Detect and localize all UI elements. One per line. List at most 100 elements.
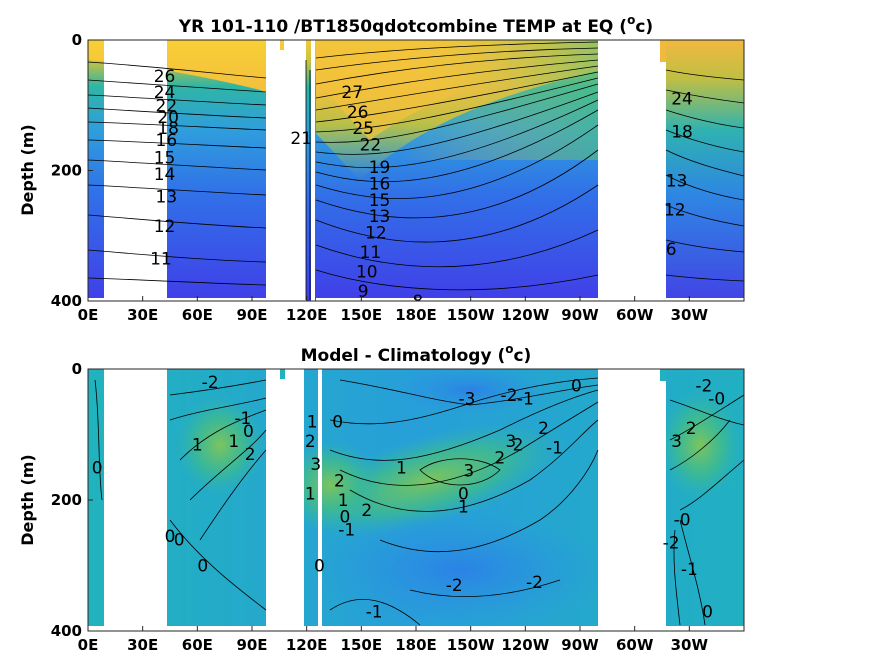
contour-label: 11 — [360, 243, 382, 263]
y-tick-label: 400 — [51, 622, 82, 640]
top-east-fade — [400, 40, 600, 160]
x-tick-label: 90W — [561, 636, 599, 654]
contour-label: 20 — [157, 108, 179, 128]
x-tick-label: 0E — [78, 636, 99, 654]
x-tick-label: 0E — [78, 306, 99, 324]
bottom-land-indonesia — [266, 369, 304, 631]
contour-label: -1 — [517, 389, 534, 409]
top-panel: 2624222018161514131211212726252219161513… — [88, 40, 744, 312]
contour-label: 0 — [243, 422, 254, 442]
y-tick-label: 0 — [72, 360, 82, 378]
contour-label: 18 — [157, 119, 179, 139]
bottom-patch-1 — [280, 369, 285, 379]
contour-label: -3 — [459, 389, 476, 409]
contour-label: 24 — [671, 90, 693, 110]
contour-label: 3 — [671, 432, 682, 452]
contour-label: 15 — [369, 191, 391, 211]
contour-label: 1 — [338, 491, 349, 511]
bottom-negative-east — [310, 510, 610, 630]
contour-label: 6 — [666, 240, 677, 260]
contour-label: 1 — [458, 498, 469, 518]
contour-label: 26 — [154, 67, 176, 87]
x-tick-label: 60W — [616, 306, 654, 324]
y-tick-label: 200 — [51, 491, 82, 509]
contour-label: 2 — [245, 445, 256, 465]
contour-label: -2 — [446, 576, 463, 596]
top-land-americas — [598, 40, 666, 301]
x-tick-label: 30E — [127, 636, 158, 654]
contour-label: -2 — [695, 376, 712, 396]
contour-label: 12 — [154, 217, 176, 237]
x-tick-label: 120E — [286, 636, 328, 654]
contour-label: 27 — [341, 83, 363, 103]
x-tick-label: 180E — [395, 636, 437, 654]
top-atlantic-shading — [665, 40, 744, 298]
contour-label: 2 — [494, 448, 505, 468]
contour-label: 8 — [412, 292, 423, 312]
contour-label: 1 — [305, 484, 316, 504]
contour-label: 16 — [156, 131, 178, 151]
contour-label: 0 — [174, 530, 185, 550]
contour-label: -0 — [708, 389, 725, 409]
contour-label: 2 — [334, 471, 345, 491]
bottom-positive-core-2 — [280, 440, 380, 530]
top-chart-title: YR 101-110 /BT1850qdotcombine TEMP at EQ… — [178, 13, 653, 37]
contour-label: 24 — [154, 83, 176, 103]
contour-label: 2 — [686, 419, 697, 439]
y-tick-label: 0 — [72, 31, 82, 49]
bottom-axis-ticks: 0E 30E 60E 90E 120E 150E 180E 150W 120W 90W 60W 30W… — [51, 360, 709, 654]
x-tick-label: 150W — [447, 636, 495, 654]
bottom-land-americas — [598, 369, 666, 631]
contour-label: 1 — [192, 435, 203, 455]
x-tick-label: 30E — [127, 306, 158, 324]
contour-label: 19 — [369, 158, 391, 178]
contour-label: 25 — [352, 119, 374, 139]
top-patch-1 — [280, 40, 284, 50]
contour-label: 26 — [347, 103, 369, 123]
contour-label: 1 — [307, 412, 318, 432]
contour-label: 2 — [305, 432, 316, 452]
bottom-chart-title: Model - Climatology (oc) — [301, 342, 532, 366]
contour-label: -2 — [526, 573, 543, 593]
contour-label: 12 — [365, 223, 387, 243]
x-tick-label: 150W — [447, 306, 495, 324]
x-tick-label: 150E — [341, 306, 383, 324]
x-tick-label: 180E — [395, 306, 437, 324]
bottom-negative-top — [390, 369, 550, 415]
contour-label: -1 — [546, 439, 563, 459]
contour-label: -2 — [663, 534, 680, 554]
contour-label: 16 — [369, 175, 391, 195]
top-contour-labels: 2624222018161514131211212726252219161513… — [150, 67, 693, 312]
top-island-gap — [311, 40, 315, 301]
contour-label: 22 — [360, 135, 382, 155]
contour-label: 9 — [358, 282, 369, 302]
contour-label: 0 — [702, 602, 713, 622]
contour-label: 0 — [340, 507, 351, 527]
bottom-land-africa — [104, 369, 167, 631]
contour-label: 13 — [369, 207, 391, 227]
x-tick-label: 120W — [501, 636, 549, 654]
contour-label: 0 — [165, 527, 176, 547]
contour-label: 0 — [314, 557, 325, 577]
x-tick-label: 90W — [561, 306, 599, 324]
bottom-positive-west — [175, 395, 265, 495]
contour-label: 13 — [156, 188, 178, 208]
contour-label: -1 — [338, 520, 355, 540]
top-land-indonesia — [266, 40, 306, 301]
contour-label: 21 — [290, 129, 312, 149]
contour-label: 2 — [513, 435, 524, 455]
contour-label: 10 — [356, 263, 378, 283]
contour-label: 13 — [666, 171, 688, 191]
contour-label: -1 — [234, 409, 251, 429]
contour-label: 3 — [463, 462, 474, 482]
contour-label: 0 — [197, 557, 208, 577]
contour-label: -1 — [366, 602, 383, 622]
contour-label: 3 — [505, 432, 516, 452]
contour-label: 3 — [310, 455, 321, 475]
bottom-positive-atl — [658, 390, 742, 500]
contour-label: 15 — [154, 148, 176, 168]
contour-label: 2 — [538, 419, 549, 439]
contour-label: -0 — [674, 511, 691, 531]
